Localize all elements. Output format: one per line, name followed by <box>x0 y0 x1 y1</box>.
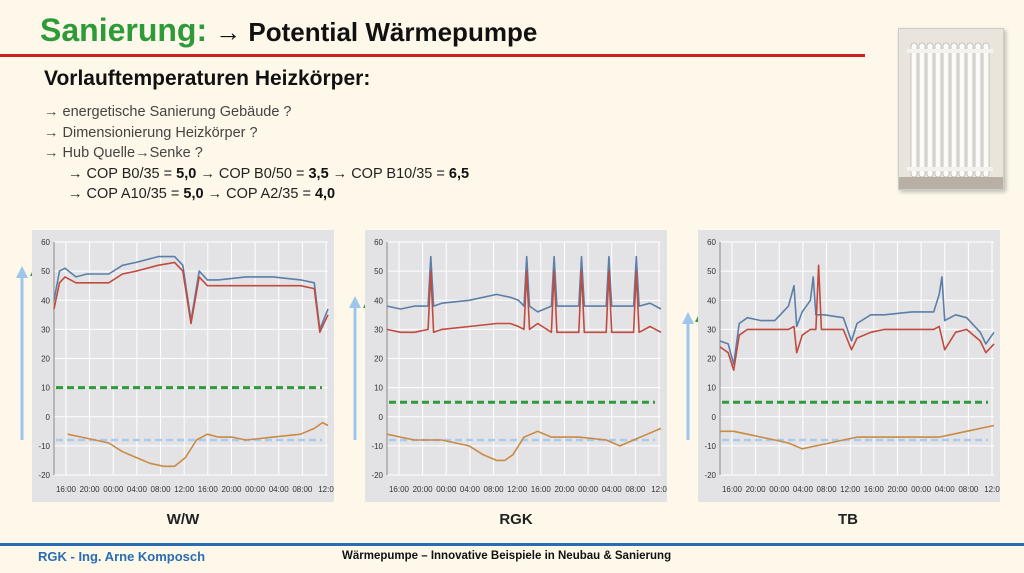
y-tick-label: -20 <box>704 471 716 480</box>
y-tick-label: -20 <box>38 471 50 480</box>
x-tick-label: 20:00 <box>746 485 767 494</box>
x-tick-label: 04:00 <box>127 485 148 494</box>
x-tick-label: 20:00 <box>554 485 575 494</box>
y-tick-label: 60 <box>707 238 716 247</box>
series-line-orange <box>386 427 662 462</box>
y-tick-label: 0 <box>379 413 384 422</box>
x-tick-label: 00:00 <box>245 485 266 494</box>
x-tick-label: 12:00 <box>174 485 195 494</box>
x-tick-label: 00:00 <box>436 485 457 494</box>
x-tick-label: 04:00 <box>793 485 814 494</box>
y-tick-label: 40 <box>374 296 383 305</box>
x-tick-label: 20:00 <box>221 485 242 494</box>
series-line-red <box>719 264 995 371</box>
y-tick-label: -20 <box>371 471 383 480</box>
footer-title: Wärmepumpe – Innovative Beispiele in Neu… <box>342 550 672 562</box>
x-tick-label: 08:00 <box>817 485 838 494</box>
y-tick-label: 20 <box>707 355 716 364</box>
x-tick-label: 16:00 <box>198 485 219 494</box>
chart-tb: 60 50 40 30 20 10 0 -10 -20 16:00 20:00 00:00 04:00 0… <box>698 230 1000 502</box>
bullet-item: → Dimensionierung Heizkörper ? <box>44 124 258 141</box>
chart-rgk: 60 50 40 30 20 10 0 -10 -20 16:00 20:00 00:00 04:00 0… <box>365 230 667 502</box>
series-line-orange <box>720 424 995 450</box>
slide-title: Sanierung: → Potential Wärmepumpe <box>40 12 537 49</box>
series-line-orange <box>67 421 329 468</box>
series-line-blue <box>386 255 662 313</box>
x-tick-label: 00:00 <box>578 485 599 494</box>
footer-rule <box>0 543 1024 546</box>
y-tick-label: 30 <box>374 325 383 334</box>
cop-line-2: → COP A10/35 = 5,0 → COP A2/35 = 4,0 <box>68 186 336 202</box>
x-tick-label: 00:00 <box>911 485 932 494</box>
x-tick-label: 08:00 <box>151 485 172 494</box>
x-tick-label: 04:00 <box>460 485 481 494</box>
y-tick-label: 40 <box>41 296 50 305</box>
chart-label-rgk: RGK <box>499 511 533 528</box>
bullet-list: → energetische Sanierung Gebäude ? → Dim… <box>44 102 469 205</box>
series-line-red <box>53 261 329 334</box>
x-tick-label: 04:00 <box>935 485 956 494</box>
y-tick-label: 10 <box>41 384 50 393</box>
y-tick-label: 10 <box>707 384 716 393</box>
y-tick-label: -10 <box>38 442 50 451</box>
x-tick-label: 00:00 <box>769 485 790 494</box>
y-tick-label: -10 <box>704 442 716 451</box>
x-tick-label: 20:00 <box>80 485 101 494</box>
x-tick-label: 08:00 <box>958 485 979 494</box>
x-tick-label: 00:00 <box>103 485 124 494</box>
x-tick-label: 08:00 <box>484 485 505 494</box>
y-tick-label: 0 <box>46 413 51 422</box>
title-underline <box>0 54 865 57</box>
x-tick-label: 04:00 <box>602 485 623 494</box>
chart-label-tb: TB <box>838 511 858 528</box>
x-tick-label: 20:00 <box>413 485 434 494</box>
y-tick-label: 60 <box>41 238 50 247</box>
series-line-blue <box>719 276 995 366</box>
series-line-blue <box>53 255 329 331</box>
title-green: Sanierung: <box>40 12 208 48</box>
slide-subtitle: Vorlauftemperaturen Heizkörper: <box>44 67 371 90</box>
y-tick-label: -10 <box>371 442 383 451</box>
radiator-illustration <box>899 29 1003 189</box>
footer-author: RGK - Ing. Arne Komposch <box>38 549 206 564</box>
x-tick-label: 08:00 <box>625 485 646 494</box>
y-tick-label: 30 <box>41 325 50 334</box>
y-tick-label: 10 <box>374 384 383 393</box>
x-tick-label: 12:00 <box>507 485 528 494</box>
x-tick-label: 16:00 <box>56 485 77 494</box>
y-tick-label: 20 <box>41 355 50 364</box>
chart-label-ww: W/W <box>166 511 200 528</box>
y-tick-label: 20 <box>374 355 383 364</box>
x-tick-label: 08:00 <box>292 485 313 494</box>
x-tick-label: 12:0 <box>651 485 667 494</box>
y-tick-label: 60 <box>374 238 383 247</box>
chart-ww: 60 50 40 30 20 10 0 -10 -20 16:00 20:00 00:00 04:00 0… <box>32 230 334 502</box>
x-tick-label: 16:00 <box>864 485 885 494</box>
x-tick-label: 12:0 <box>984 485 1000 494</box>
y-tick-label: 50 <box>41 267 50 276</box>
x-tick-label: 16:00 <box>389 485 410 494</box>
x-tick-label: 20:00 <box>887 485 908 494</box>
y-tick-label: 30 <box>707 325 716 334</box>
x-tick-label: 12:0 <box>318 485 334 494</box>
bullet-item: → energetische Sanierung Gebäude ? <box>44 104 292 120</box>
y-tick-label: 40 <box>707 296 716 305</box>
title-black: → Potential Wärmepumpe <box>215 17 538 47</box>
bullet-item: → Hub Quelle→Senke ? <box>44 145 203 161</box>
x-tick-label: 16:00 <box>531 485 552 494</box>
x-tick-label: 16:00 <box>722 485 743 494</box>
radiator-photo <box>898 28 1004 190</box>
x-tick-label: 04:00 <box>269 485 290 494</box>
y-tick-label: 0 <box>712 413 717 422</box>
cop-line-1: → COP B0/35 = 5,0 → COP B0/50 = 3,5 → CO… <box>68 165 470 182</box>
series-line-red <box>386 270 662 334</box>
y-tick-label: 50 <box>374 267 383 276</box>
x-tick-label: 12:00 <box>840 485 861 494</box>
y-tick-label: 50 <box>707 267 716 276</box>
